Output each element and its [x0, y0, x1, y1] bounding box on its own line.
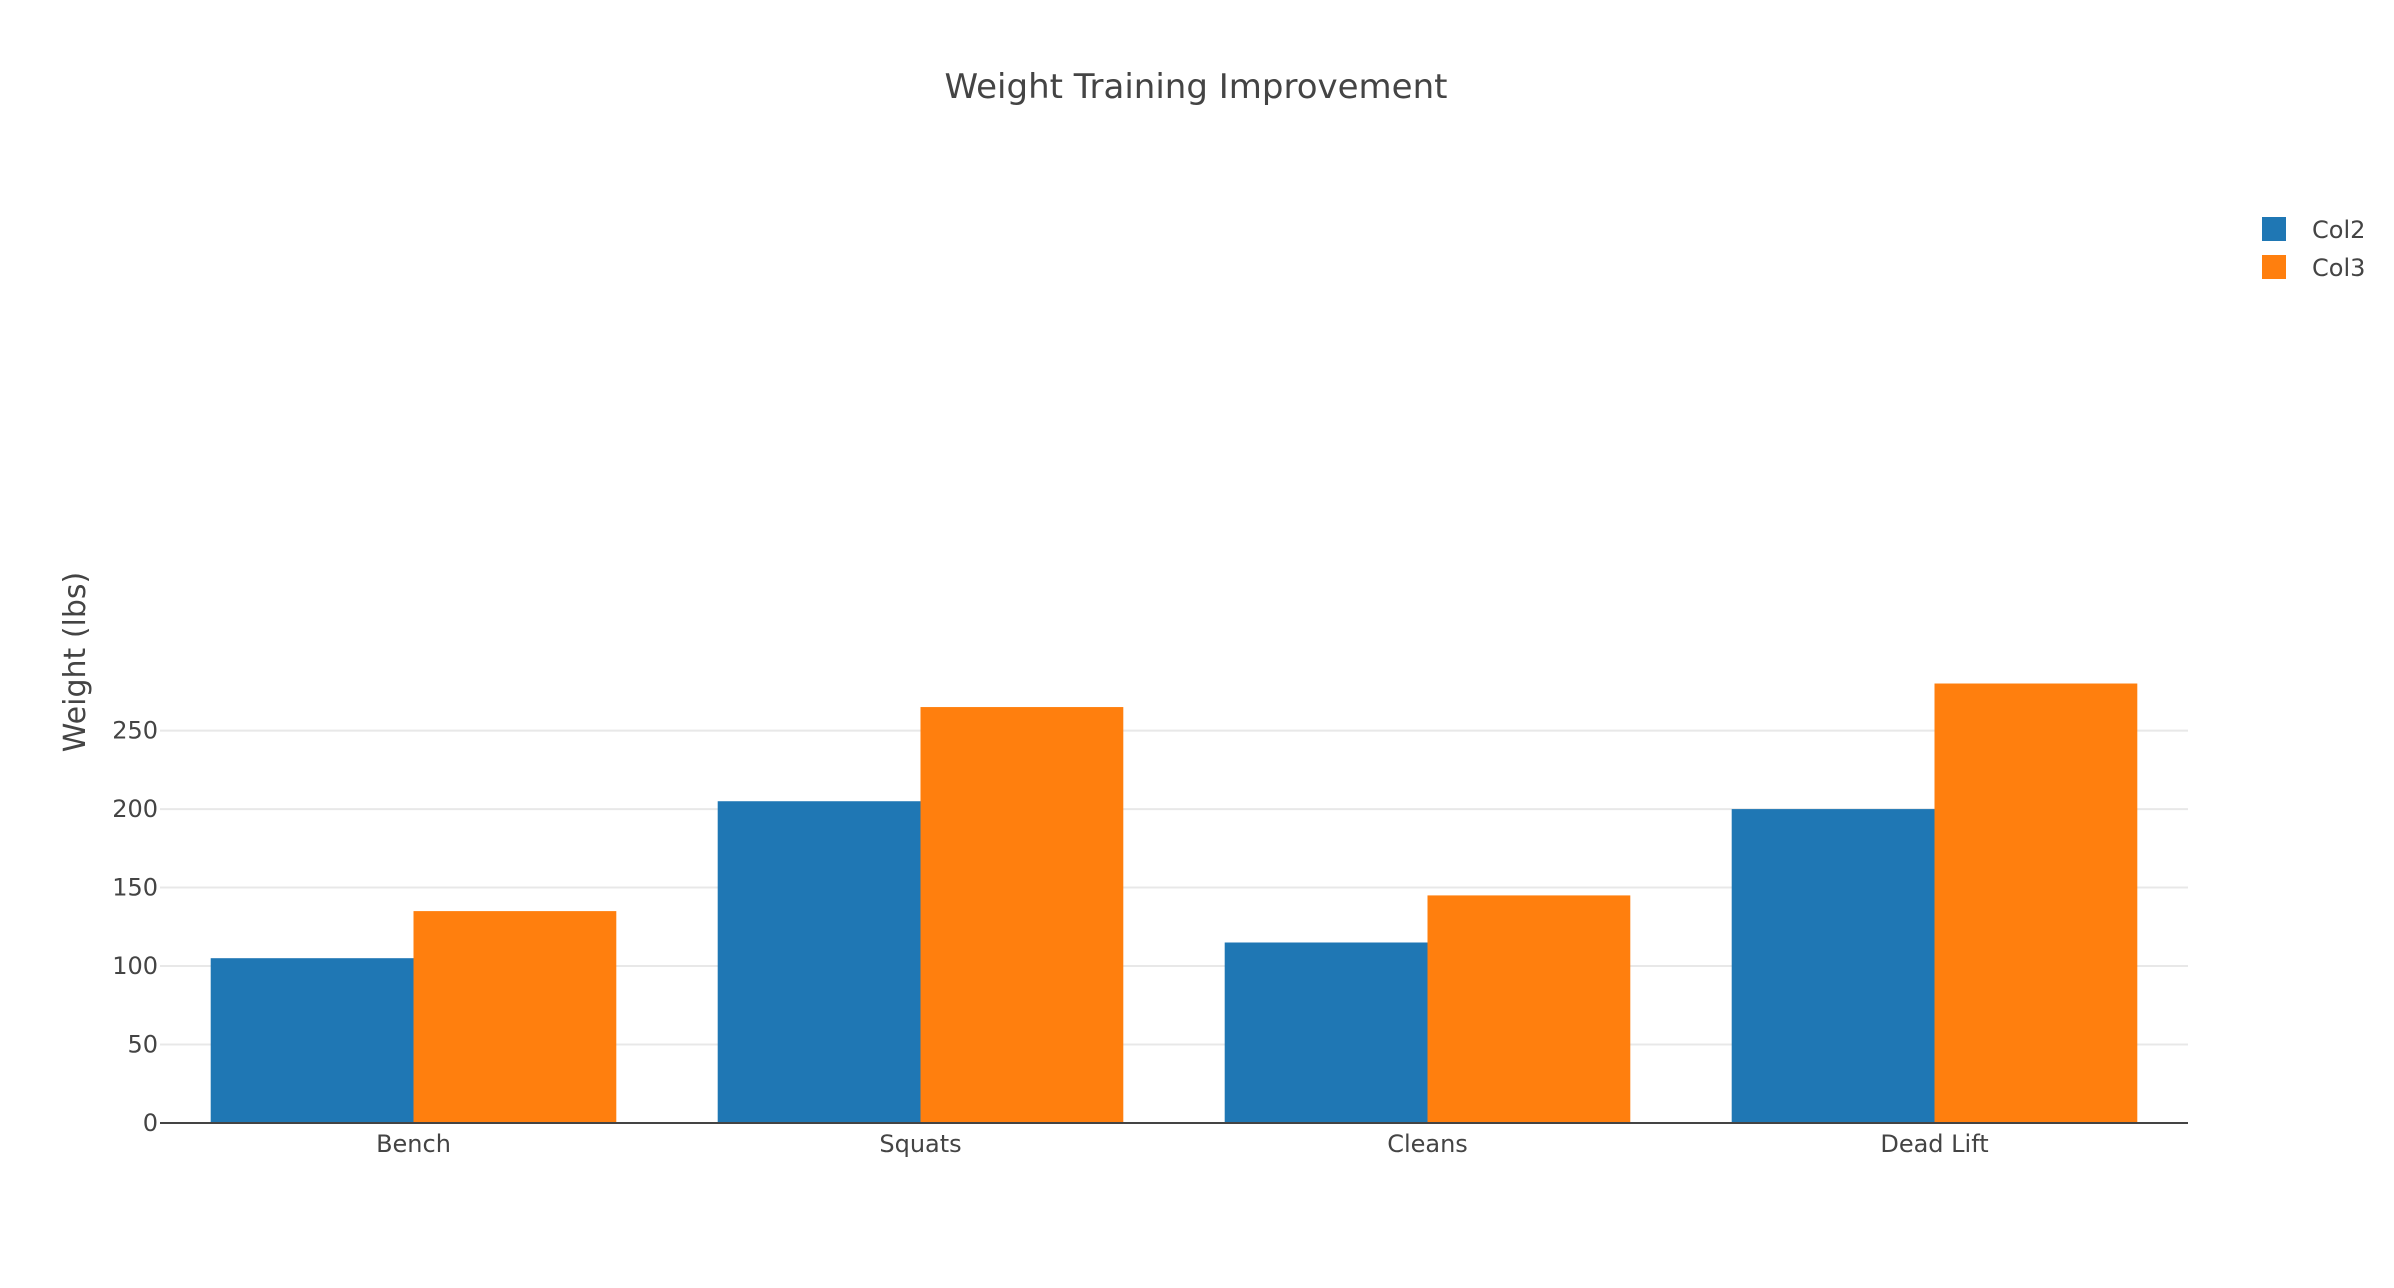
- y-tick-label: 0: [143, 1109, 158, 1137]
- bar-col2-squats[interactable]: [717, 801, 921, 1123]
- chart-title: Weight Training Improvement: [945, 67, 1448, 107]
- bar-col2-cleans[interactable]: [1224, 942, 1428, 1123]
- legend-item-col3[interactable]: Col3: [2262, 254, 2365, 282]
- y-tick-label: 250: [112, 717, 158, 745]
- legend-swatch: [2262, 255, 2286, 279]
- bar-col3-dead-lift[interactable]: [1934, 683, 2138, 1123]
- legend[interactable]: Col2 Col3: [2262, 216, 2365, 282]
- bar-col3-bench[interactable]: [413, 911, 617, 1123]
- x-tick-label: Cleans: [1387, 1130, 1468, 1158]
- x-tick-labels: Bench Squats Cleans Dead Lift: [376, 1130, 1989, 1158]
- y-tick-label: 50: [127, 1031, 158, 1059]
- y-tick-labels: 0 50 100 150 200 250: [112, 717, 158, 1137]
- y-tick-label: 100: [112, 952, 158, 980]
- legend-item-col2[interactable]: Col2: [2262, 216, 2365, 244]
- y-axis-title: Weight (lbs): [58, 572, 93, 752]
- x-tick-label: Bench: [376, 1130, 451, 1158]
- bar-col2-dead-lift[interactable]: [1731, 809, 1935, 1123]
- y-tick-label: 150: [112, 874, 158, 902]
- legend-label: Col3: [2312, 254, 2365, 282]
- x-tick-label: Squats: [879, 1130, 961, 1158]
- x-tick-label: Dead Lift: [1880, 1130, 1988, 1158]
- bars-layer: [210, 683, 2138, 1123]
- bar-col3-cleans[interactable]: [1427, 895, 1631, 1123]
- legend-label: Col2: [2312, 216, 2365, 244]
- bar-col2-bench[interactable]: [210, 958, 414, 1123]
- y-tick-label: 200: [112, 795, 158, 823]
- bar-col3-squats[interactable]: [920, 707, 1124, 1123]
- legend-swatch: [2262, 217, 2286, 241]
